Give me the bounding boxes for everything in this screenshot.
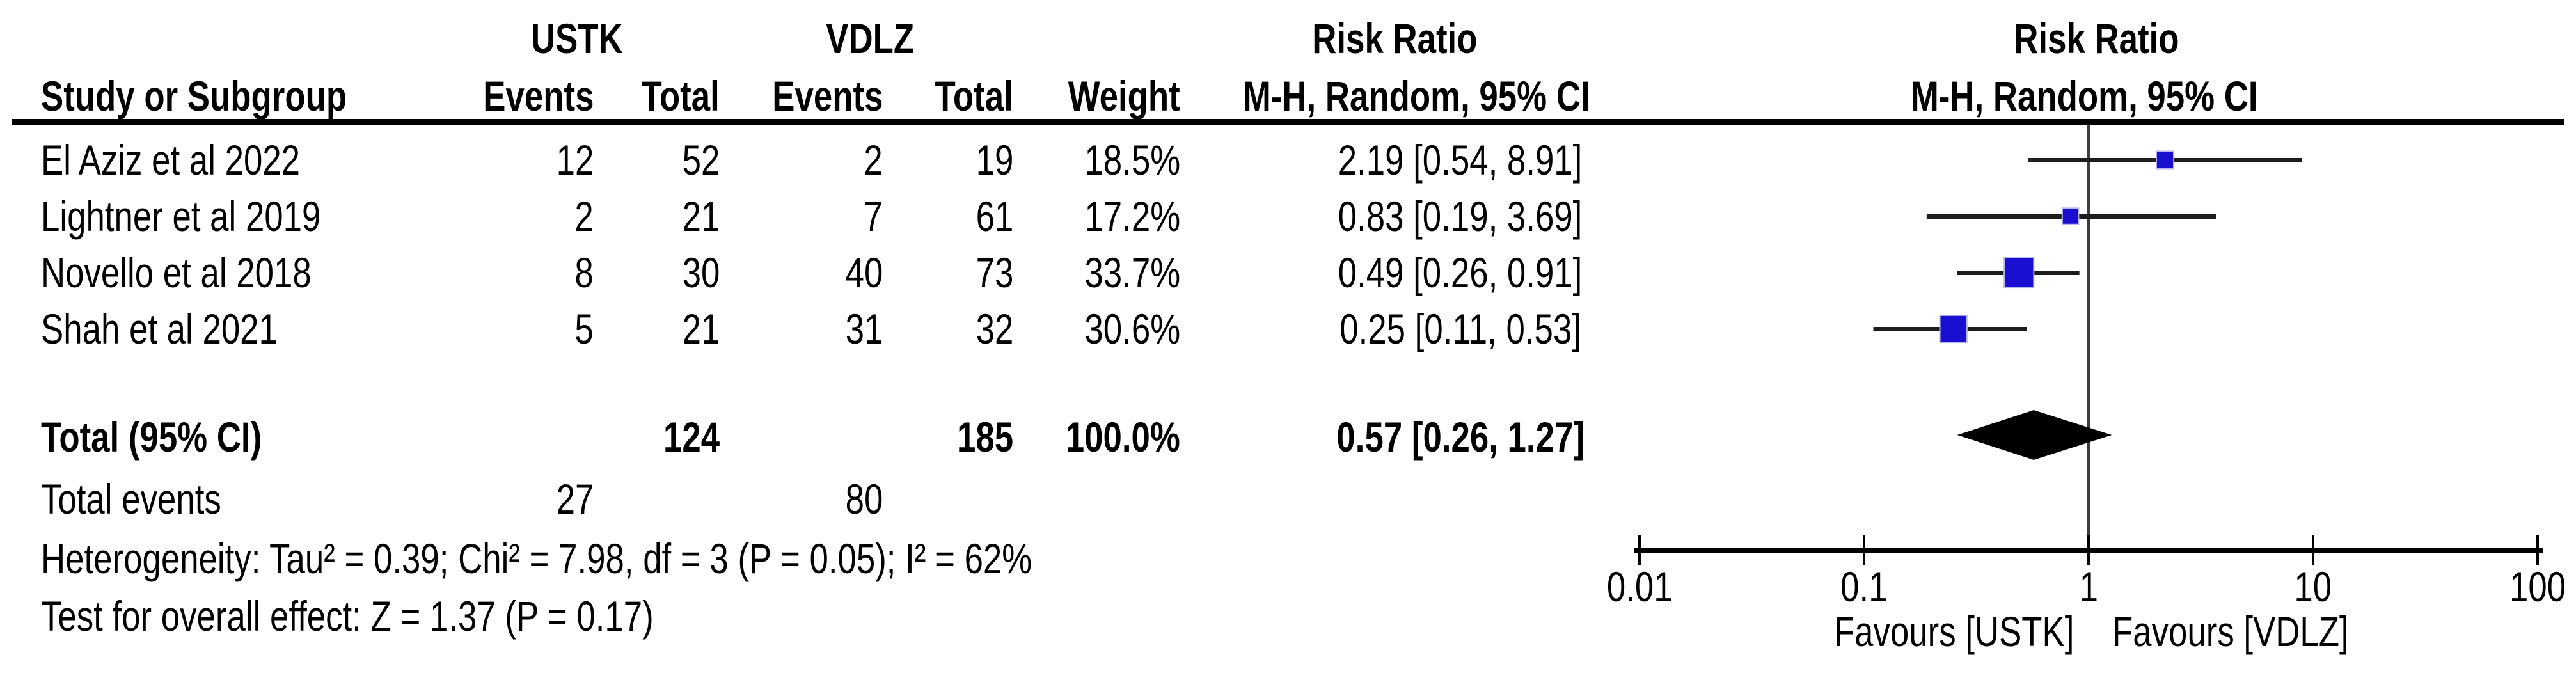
total-rr-ci-text: 0.57 [0.26, 1.27] xyxy=(1336,413,1584,461)
events2-value: 40 xyxy=(845,249,883,296)
effect-square xyxy=(2061,207,2080,225)
study-label: Shah et al 2021 xyxy=(41,305,278,352)
rr-ci-text: 2.19 [0.54, 8.91] xyxy=(1338,136,1583,184)
events1-value: 8 xyxy=(574,249,594,296)
header-divider xyxy=(12,119,2564,125)
events1-value: 12 xyxy=(556,136,594,184)
axis-tick-label: 0.1 xyxy=(1840,563,1888,610)
axis-tick-label: 10 xyxy=(2294,563,2332,610)
total2-value: 61 xyxy=(976,193,1013,240)
total1-value: 30 xyxy=(682,249,720,296)
total1-value: 21 xyxy=(682,193,720,240)
events1-value: 5 xyxy=(574,305,594,352)
total-events-label: Total events xyxy=(41,475,221,523)
rr-ci-text: 0.25 [0.11, 0.53] xyxy=(1339,305,1581,352)
axis-tick-label: 1 xyxy=(2079,563,2098,610)
effect-square xyxy=(2003,257,2035,289)
risk-ratio-plot-header: Risk Ratio xyxy=(2013,15,2179,62)
total2-value: 32 xyxy=(976,305,1013,352)
risk-ratio-text-header: Risk Ratio xyxy=(1311,15,1478,62)
total2-sum: 185 xyxy=(956,413,1013,461)
total1-sum: 124 xyxy=(663,413,720,461)
mh-text-col-header: M-H, Random, 95% CI xyxy=(1242,72,1590,120)
total1-value: 21 xyxy=(682,305,720,352)
total-label: Total (95% CI) xyxy=(41,413,262,461)
events2-value: 7 xyxy=(864,193,883,240)
total2-value: 19 xyxy=(976,136,1013,184)
axis-tick-label: 100 xyxy=(2509,563,2566,610)
axis-tick xyxy=(1863,535,1865,565)
study-label: Lightner et al 2019 xyxy=(41,193,321,240)
weight-value: 30.6% xyxy=(1084,305,1180,352)
study-label: Novello et al 2018 xyxy=(41,249,312,296)
study-col-header: Study or Subgroup xyxy=(41,72,347,120)
events2-col-header: Events xyxy=(771,72,883,120)
heterogeneity-stats: Heterogeneity: Tau² = 0.39; Chi² = 7.98,… xyxy=(41,535,1032,582)
events1-value: 2 xyxy=(574,193,594,240)
overall-effect-test: Test for overall effect: Z = 1.37 (P = 0… xyxy=(41,592,654,640)
mh-plot-col-header: M-H, Random, 95% CI xyxy=(1910,72,2258,120)
group1-header: USTK xyxy=(531,15,623,62)
weight-value: 18.5% xyxy=(1084,136,1180,184)
axis-tick-label: 0.01 xyxy=(1606,563,1673,610)
total2-value: 73 xyxy=(976,249,1013,296)
effect-square xyxy=(1939,314,1968,344)
total1-col-header: Total xyxy=(641,72,720,120)
effect-square xyxy=(2155,150,2175,170)
axis-tick xyxy=(2312,535,2314,565)
weight-value: 17.2% xyxy=(1084,193,1180,240)
null-effect-line xyxy=(2087,125,2090,553)
weight-col-header: Weight xyxy=(1068,72,1180,120)
total2-col-header: Total xyxy=(935,72,1013,120)
favours-right-label: Favours [VDLZ] xyxy=(2112,608,2349,655)
events1-col-header: Events xyxy=(482,72,594,120)
weight-value: 33.7% xyxy=(1084,249,1180,296)
axis-tick xyxy=(2087,535,2090,565)
total-weight: 100.0% xyxy=(1065,413,1180,461)
rr-ci-text: 0.49 [0.26, 0.91] xyxy=(1338,249,1583,296)
total-events2-value: 80 xyxy=(845,475,883,523)
events2-value: 2 xyxy=(864,136,883,184)
total-events1-value: 27 xyxy=(556,475,594,523)
events2-value: 31 xyxy=(845,305,883,352)
study-label: El Aziz et al 2022 xyxy=(41,136,301,184)
rr-ci-text: 0.83 [0.19, 3.69] xyxy=(1338,193,1583,240)
favours-left-label: Favours [USTK] xyxy=(1833,608,2074,655)
group2-header: VDLZ xyxy=(826,15,914,62)
axis-tick xyxy=(2536,535,2539,565)
total1-value: 52 xyxy=(682,136,720,184)
axis-tick xyxy=(1638,535,1641,565)
summary-diamond xyxy=(1957,410,2112,460)
